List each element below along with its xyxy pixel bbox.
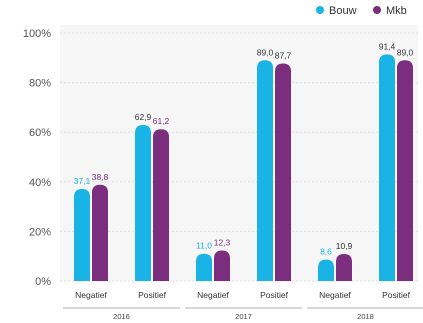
data-label-mkb: 38,8 bbox=[92, 172, 109, 182]
x-tick-label: Negatief bbox=[75, 290, 107, 300]
bar-mkb bbox=[153, 129, 169, 281]
y-tick-label: 60% bbox=[29, 127, 51, 139]
bar-bouw bbox=[74, 188, 90, 281]
data-label-mkb: 12,3 bbox=[214, 237, 231, 247]
y-tick-label: 80% bbox=[29, 78, 51, 90]
legend-marker-mkb bbox=[373, 6, 381, 14]
data-label-bouw: 8,6 bbox=[320, 247, 332, 257]
group-label: 2018 bbox=[357, 312, 374, 321]
bar-mkb bbox=[92, 184, 108, 281]
bar-mkb bbox=[397, 60, 413, 281]
bar-mkb bbox=[275, 63, 291, 282]
data-label-bouw: 62,9 bbox=[135, 112, 152, 122]
data-label-bouw: 11,0 bbox=[196, 241, 212, 251]
bar-bouw bbox=[379, 54, 395, 281]
y-tick-label: 100% bbox=[23, 28, 51, 40]
legend-marker-bouw bbox=[316, 6, 324, 14]
bar-bouw bbox=[257, 60, 273, 281]
x-tick-label: Positief bbox=[138, 290, 167, 300]
legend-label-mkb: Mkb bbox=[386, 5, 407, 17]
x-tick-label: Positief bbox=[260, 290, 289, 300]
data-label-mkb: 89,0 bbox=[397, 47, 414, 57]
y-tick-label: 20% bbox=[29, 226, 51, 238]
y-tick-label: 0% bbox=[35, 276, 51, 288]
bar-bouw bbox=[196, 253, 212, 281]
y-tick-label: 40% bbox=[29, 177, 51, 189]
plot-background bbox=[60, 25, 418, 281]
x-tick-label: Negatief bbox=[319, 290, 351, 300]
data-label-mkb: 10,9 bbox=[336, 241, 353, 251]
x-tick-label: Negatief bbox=[197, 290, 229, 300]
legend-label-bouw: Bouw bbox=[329, 5, 357, 17]
bar-mkb bbox=[336, 253, 352, 281]
data-label-bouw: 91,4 bbox=[379, 41, 396, 51]
group-label: 2016 bbox=[113, 312, 130, 321]
data-label-mkb: 87,7 bbox=[275, 51, 292, 61]
data-label-bouw: 37,1 bbox=[74, 176, 91, 186]
group-label: 2017 bbox=[235, 312, 252, 321]
bar-bouw bbox=[318, 259, 334, 281]
data-label-mkb: 61,2 bbox=[153, 116, 170, 126]
x-tick-label: Positief bbox=[382, 290, 411, 300]
data-label-bouw: 89,0 bbox=[257, 47, 274, 57]
bar-bouw bbox=[135, 125, 151, 282]
bar-mkb bbox=[214, 250, 230, 281]
